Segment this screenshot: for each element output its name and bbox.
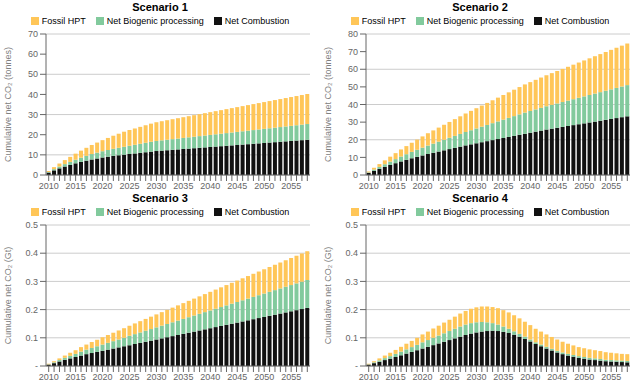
svg-text:2020: 2020 — [93, 372, 113, 382]
svg-text:Cumulative net CO₂ (Gt): Cumulative net CO₂ (Gt) — [323, 247, 333, 345]
svg-text:Cumulative net CO₂ (tonnes): Cumulative net CO₂ (tonnes) — [323, 47, 333, 162]
svg-text:2015: 2015 — [386, 181, 406, 191]
svg-text:2050: 2050 — [574, 181, 594, 191]
svg-text:80: 80 — [348, 29, 358, 39]
svg-text:2050: 2050 — [574, 372, 594, 382]
svg-text:2035: 2035 — [173, 181, 193, 191]
svg-text:0.4: 0.4 — [25, 248, 38, 258]
html-text:Net Combustion: Net Combustion — [544, 16, 610, 26]
html-text:Scenario 1: Scenario 1 — [132, 1, 188, 13]
svg-text:2020: 2020 — [413, 181, 433, 191]
svg-text:0.4: 0.4 — [345, 248, 358, 258]
svg-text:2010: 2010 — [359, 372, 379, 382]
svg-text:70: 70 — [348, 47, 358, 57]
svg-text:2025: 2025 — [439, 181, 459, 191]
svg-text:0.2: 0.2 — [25, 305, 38, 315]
svg-text:0: 0 — [353, 170, 358, 180]
svg-text:2020: 2020 — [413, 372, 433, 382]
svg-text:2015: 2015 — [66, 372, 86, 382]
svg-text:30: 30 — [28, 110, 38, 120]
svg-text:0.3: 0.3 — [345, 277, 358, 287]
svg-text:2025: 2025 — [119, 372, 139, 382]
svg-text:2030: 2030 — [146, 181, 166, 191]
html-text:Scenario 4: Scenario 4 — [452, 192, 508, 204]
html-text:Fossil HPT: Fossil HPT — [361, 16, 406, 26]
svg-text:40: 40 — [28, 90, 38, 100]
svg-text:60: 60 — [348, 64, 358, 74]
svg-text:2015: 2015 — [66, 181, 86, 191]
svg-text:30: 30 — [348, 117, 358, 127]
html-text:Net Biogenic processing: Net Biogenic processing — [426, 16, 524, 26]
svg-text:2050: 2050 — [254, 372, 274, 382]
svg-text:20: 20 — [28, 130, 38, 140]
svg-text:50: 50 — [348, 82, 358, 92]
svg-text:50: 50 — [28, 69, 38, 79]
svg-text:2015: 2015 — [386, 372, 406, 382]
svg-text:2045: 2045 — [547, 372, 567, 382]
svg-text:0.5: 0.5 — [345, 220, 358, 230]
svg-text:70: 70 — [28, 29, 38, 39]
svg-text:0.3: 0.3 — [25, 277, 38, 287]
svg-text:2055: 2055 — [281, 372, 301, 382]
svg-text:20: 20 — [348, 135, 358, 145]
svg-text:0.1: 0.1 — [345, 333, 358, 343]
svg-text:2045: 2045 — [227, 372, 247, 382]
svg-text:60: 60 — [28, 49, 38, 59]
svg-text:2055: 2055 — [601, 181, 621, 191]
svg-text:0.2: 0.2 — [345, 305, 358, 315]
svg-text:2040: 2040 — [520, 372, 540, 382]
html-text:Fossil HPT: Fossil HPT — [361, 207, 406, 217]
html-text:Net Combustion: Net Combustion — [224, 16, 290, 26]
svg-text:Cumulative net CO₂ (Gt): Cumulative net CO₂ (Gt) — [8, 247, 13, 345]
svg-text:0: 0 — [33, 170, 38, 180]
svg-text:2045: 2045 — [547, 181, 567, 191]
svg-text:2020: 2020 — [93, 181, 113, 191]
html-text:Fossil HPT: Fossil HPT — [41, 207, 86, 217]
svg-text:2040: 2040 — [200, 181, 220, 191]
svg-text:2030: 2030 — [466, 181, 486, 191]
html-text:Fossil HPT: Fossil HPT — [41, 16, 86, 26]
svg-text:2010: 2010 — [39, 181, 59, 191]
svg-text:2055: 2055 — [601, 372, 621, 382]
svg-text:40: 40 — [348, 100, 358, 110]
svg-text:2035: 2035 — [493, 372, 513, 382]
html-text:Net Biogenic processing: Net Biogenic processing — [426, 207, 524, 217]
html-text:Net Biogenic processing: Net Biogenic processing — [106, 207, 204, 217]
svg-text:2055: 2055 — [281, 181, 301, 191]
svg-text:2040: 2040 — [200, 372, 220, 382]
svg-text:2010: 2010 — [359, 181, 379, 191]
svg-text:2050: 2050 — [254, 181, 274, 191]
svg-text:-: - — [35, 361, 38, 371]
svg-text:2035: 2035 — [173, 372, 193, 382]
svg-text:-: - — [355, 361, 358, 371]
svg-text:2025: 2025 — [119, 181, 139, 191]
html-text:Scenario 3: Scenario 3 — [132, 192, 188, 204]
svg-text:Cumulative net CO₂ (tonnes): Cumulative net CO₂ (tonnes) — [8, 47, 13, 162]
svg-text:2035: 2035 — [493, 181, 513, 191]
svg-text:2010: 2010 — [39, 372, 59, 382]
svg-text:2045: 2045 — [227, 181, 247, 191]
html-text:Net Biogenic processing: Net Biogenic processing — [106, 16, 204, 26]
html-text:Scenario 2: Scenario 2 — [452, 1, 508, 13]
html-text:Net Combustion: Net Combustion — [544, 207, 610, 217]
svg-text:0.1: 0.1 — [25, 333, 38, 343]
svg-text:2030: 2030 — [466, 372, 486, 382]
svg-text:2025: 2025 — [439, 372, 459, 382]
svg-text:10: 10 — [348, 153, 358, 163]
html-text:Net Combustion: Net Combustion — [224, 207, 290, 217]
svg-text:2040: 2040 — [520, 181, 540, 191]
svg-text:10: 10 — [28, 150, 38, 160]
svg-text:2030: 2030 — [146, 372, 166, 382]
svg-text:0.5: 0.5 — [25, 220, 38, 230]
